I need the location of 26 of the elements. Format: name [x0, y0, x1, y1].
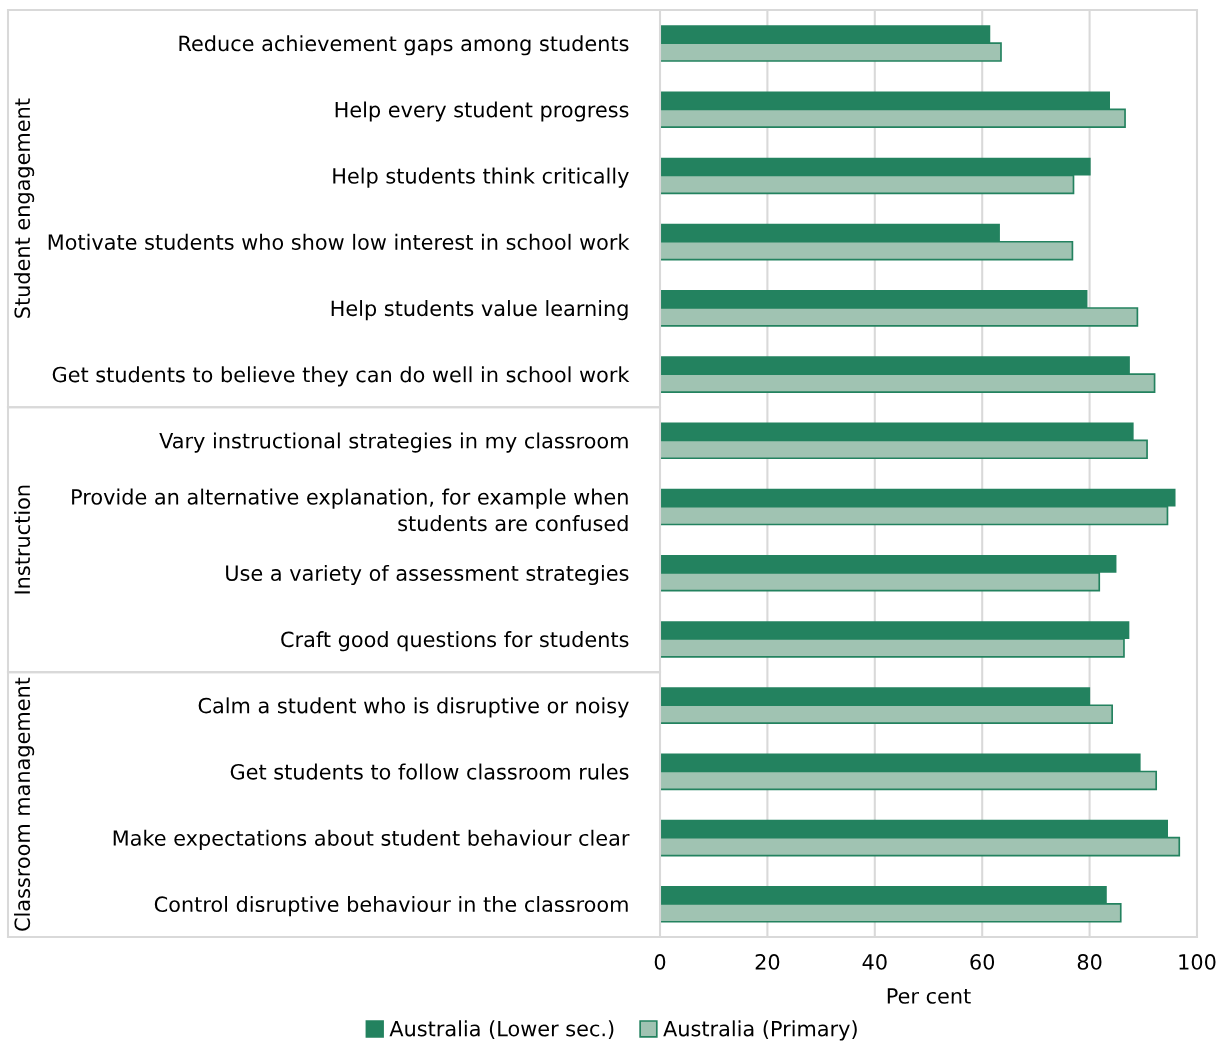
- x-tick-label: 20: [755, 954, 780, 970]
- x-tick-label: 100: [1179, 954, 1216, 970]
- x-axis-title: Per cent: [887, 988, 971, 1004]
- y-tick-label: Control disruptive behaviour in the classroom: [154, 895, 628, 917]
- x-tick-label: 80: [1077, 954, 1102, 970]
- y-tick-label: Help students think critically: [333, 167, 629, 188]
- legend-label: Australia (Lower sec.): [389, 1020, 614, 1039]
- y-tick-label: Get students to believe they can do well in school work: [52, 366, 630, 387]
- y-tick-label: Make expectations about student behaviour clear: [113, 829, 630, 850]
- y-tick-label: Craft good questions for students: [281, 631, 629, 652]
- y-tick-label: Use a variety of assessment strategies: [226, 564, 629, 586]
- text: Instruction: [14, 485, 31, 594]
- y-tick-label: Provide an alternative explanation, for example when students are confused: [72, 488, 628, 532]
- x-tick-label: 0: [654, 954, 666, 970]
- x-tick-label: 40: [862, 954, 887, 970]
- legend-label: Australia (Primary): [663, 1020, 857, 1041]
- y-tick-label: Get students to follow classroom rules: [230, 763, 629, 780]
- y-tick-label: Help every student progress: [335, 101, 629, 122]
- text: Classroom management: [14, 677, 35, 931]
- x-tick-label: 60: [970, 954, 995, 970]
- text: Student engagement: [14, 98, 35, 318]
- y-tick-label: Help students value learning: [331, 300, 628, 321]
- y-tick-label: Reduce achievement gaps among students: [179, 35, 629, 56]
- y-tick-label: Motivate students who show low interest in school work: [48, 233, 630, 250]
- y-tick-label: Vary instructional strategies in my classroom: [159, 432, 628, 453]
- y-tick-label: Calm a student who is disruptive or noisy: [198, 697, 629, 718]
